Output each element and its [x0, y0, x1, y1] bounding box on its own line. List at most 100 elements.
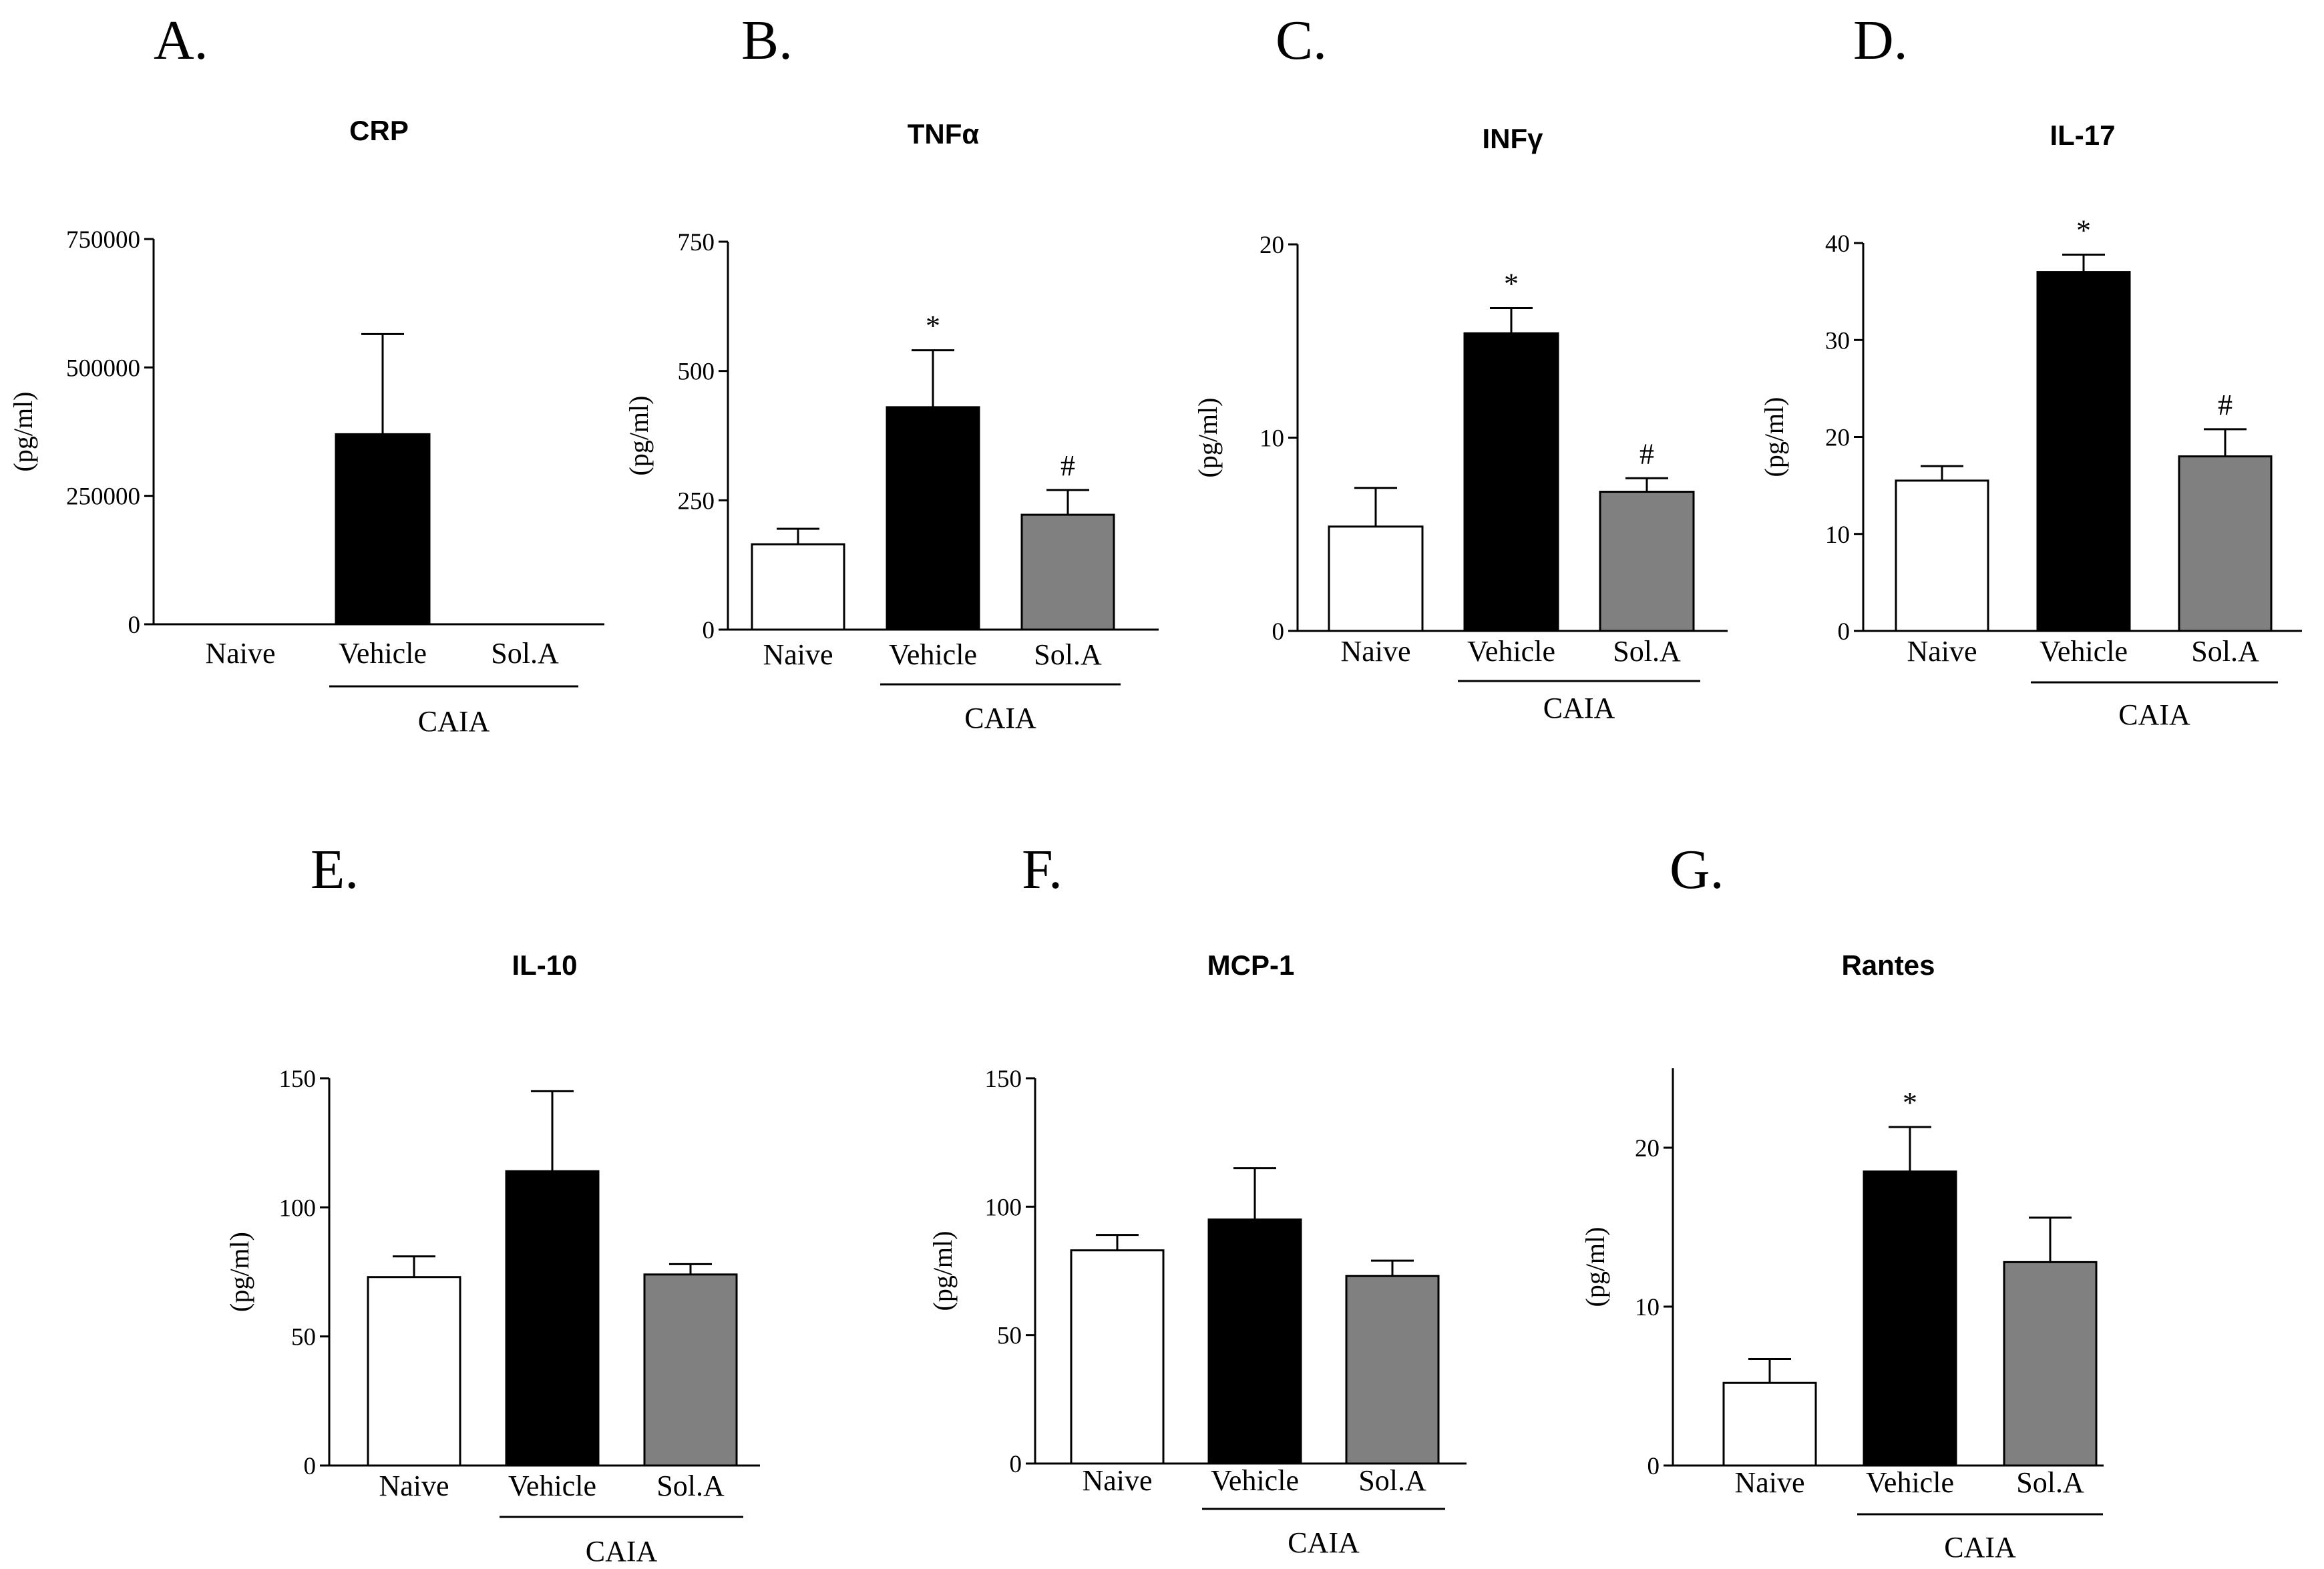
x-category-label: Naive [379, 1470, 449, 1502]
y-axis-label: (pg/ml) [1193, 398, 1223, 478]
panel-letter: G. [1670, 839, 1724, 901]
x-category-label: Sol.A [2191, 635, 2259, 668]
x-category-label: Vehicle [339, 637, 427, 670]
significance-marker: * [926, 310, 940, 343]
x-category-label: Naive [1907, 635, 1977, 668]
group-label: CAIA [2118, 698, 2190, 731]
bar-sol-a [1020, 513, 1115, 631]
y-axis-label: (pg/ml) [1580, 1227, 1610, 1307]
group-label: CAIA [1543, 692, 1615, 724]
chart-title: Rantes [1841, 949, 1935, 981]
bar-sol-a [1599, 491, 1695, 632]
group-label: CAIA [964, 702, 1036, 734]
bar-vehicle [2036, 271, 2131, 632]
panel-letter: B. [741, 9, 793, 71]
chart-panel: G. Rantes (pg/ml) 0 10 20 Naive * Vehicle Sol.ACA… [1580, 839, 2104, 1564]
bar-vehicle [335, 433, 431, 626]
bar-naive [1328, 525, 1424, 632]
bar-sol-a [1345, 1275, 1440, 1465]
y-tick-label: 750000 [66, 226, 140, 254]
chart-title: MCP-1 [1207, 949, 1295, 981]
y-tick-label: 0 [1648, 1453, 1660, 1480]
x-category-label: Naive [1082, 1464, 1152, 1497]
x-category-label: Vehicle [889, 638, 977, 671]
group-label: CAIA [418, 705, 490, 738]
bar-naive [1070, 1249, 1165, 1465]
y-tick-label: 150 [279, 1066, 317, 1093]
bar-naive [367, 1276, 461, 1467]
y-tick-label: 20 [1260, 232, 1284, 259]
y-tick-label: 100 [279, 1194, 317, 1222]
y-tick-label: 500 [678, 359, 715, 386]
significance-marker: # [2218, 389, 2233, 421]
panel-letter: E. [311, 839, 359, 901]
chart-panel: A. CRP (pg/ml) 0 250000 500000 750000 Naive Vehi… [8, 9, 604, 738]
y-tick-label: 10 [1635, 1294, 1660, 1321]
bar-naive [751, 543, 845, 631]
y-tick-label: 10 [1825, 521, 1850, 549]
bar-sol-a [2178, 455, 2273, 632]
y-axis-label: (pg/ml) [224, 1232, 254, 1312]
chart-panel: C. INFγ (pg/ml) 0 10 20 Naive * Vehicle # Sol.A CAI… [1193, 9, 1728, 724]
group-label: CAIA [1288, 1526, 1360, 1559]
x-category-label: Naive [763, 638, 833, 671]
y-tick-label: 250 [678, 487, 715, 515]
y-tick-label: 100 [985, 1194, 1022, 1221]
bar-vehicle [1463, 332, 1559, 632]
y-tick-label: 50 [997, 1323, 1022, 1350]
bar-vehicle [1863, 1170, 1957, 1467]
x-category-label: Sol.A [1613, 635, 1681, 668]
x-category-label: Vehicle [1467, 635, 1555, 668]
x-category-label: Sol.A [1358, 1464, 1426, 1497]
chart-title: TNFα [908, 118, 980, 150]
x-category-label: Sol.A [1034, 638, 1102, 671]
x-category-label: Naive [1734, 1466, 1804, 1499]
chart-title: CRP [349, 115, 409, 146]
x-category-label: Vehicle [1211, 1464, 1299, 1497]
y-axis-label: (pg/ml) [624, 396, 654, 476]
y-tick-label: 20 [1635, 1135, 1660, 1162]
y-tick-label: 750 [678, 229, 715, 256]
y-axis-label: (pg/ml) [928, 1231, 958, 1311]
y-tick-label: 500000 [66, 355, 140, 382]
y-tick-label: 0 [1010, 1451, 1022, 1478]
y-tick-label: 0 [128, 612, 141, 639]
significance-marker: * [1903, 1086, 1917, 1119]
significance-marker: * [2076, 214, 2091, 246]
bar-naive [1895, 479, 1989, 632]
x-category-label: Naive [1340, 635, 1410, 668]
x-category-label: Vehicle [2040, 635, 2128, 668]
significance-marker: * [1504, 268, 1519, 300]
chart-panel: D. IL-17 (pg/ml) 0 10 20 30 40 Naive * Vehicle # Sol… [1759, 9, 2302, 731]
chart-panel: F. MCP-1 (pg/ml) 0 50 100 150 Naive Vehicle Sol.A… [928, 839, 1467, 1559]
y-tick-label: 50 [291, 1324, 316, 1351]
y-tick-label: 0 [703, 617, 715, 644]
y-tick-label: 0 [1272, 618, 1285, 646]
panel-letter: A. [154, 9, 208, 71]
bar-vehicle [886, 406, 980, 631]
significance-marker: # [1060, 449, 1075, 482]
y-tick-label: 250000 [66, 483, 140, 511]
chart-panel: E. IL-10 (pg/ml) 0 50 100 150 Naive Vehicle Sol.A… [224, 839, 760, 1568]
bar-vehicle [1207, 1218, 1302, 1465]
x-category-label: Vehicle [508, 1470, 596, 1502]
x-category-label: Vehicle [1866, 1466, 1954, 1499]
y-tick-label: 30 [1825, 327, 1850, 355]
panel-letter: C. [1276, 9, 1327, 71]
y-tick-label: 0 [304, 1453, 317, 1480]
group-label: CAIA [586, 1535, 658, 1568]
bar-sol-a [2003, 1261, 2098, 1467]
chart-title: IL-10 [512, 949, 577, 981]
x-category-label: Sol.A [656, 1470, 725, 1502]
y-axis-label: (pg/ml) [1759, 397, 1789, 477]
chart-title: IL-17 [2050, 120, 2115, 151]
y-tick-label: 0 [1838, 618, 1851, 646]
chart-panel: B. TNFα (pg/ml) 0 250 500 750 Naive * Vehicle # Sol… [624, 9, 1159, 734]
panel-letter: D. [1853, 9, 1908, 71]
y-axis-label: (pg/ml) [8, 392, 38, 472]
chart-title: INFγ [1482, 123, 1543, 154]
y-tick-label: 150 [985, 1066, 1022, 1093]
bar-vehicle [505, 1170, 600, 1467]
panel-letter: F. [1022, 839, 1062, 901]
